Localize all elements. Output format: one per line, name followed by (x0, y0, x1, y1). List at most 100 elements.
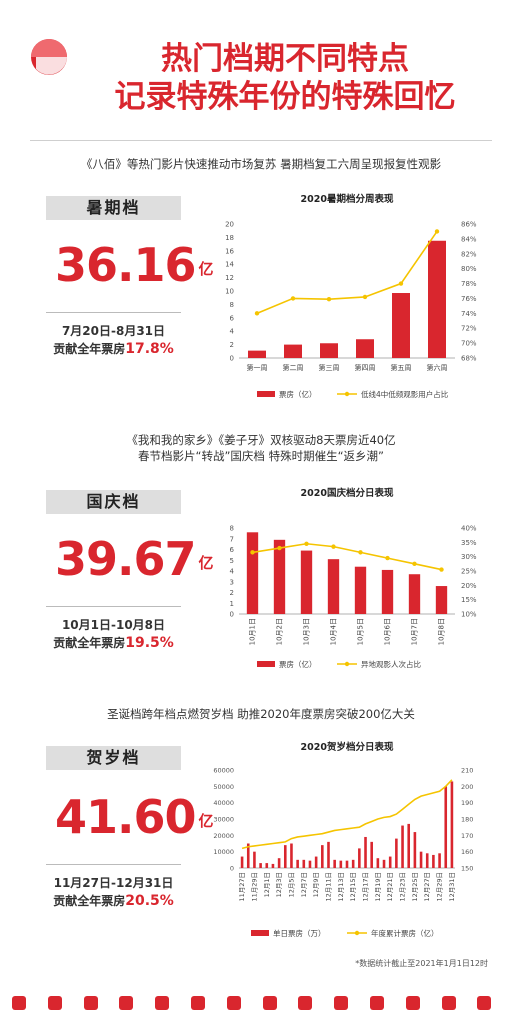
bar (273, 539, 286, 614)
y-left-tick-label: 20000 (213, 832, 234, 840)
line-point (362, 294, 368, 300)
series-line (252, 542, 442, 571)
y-left-tick-label: 10000 (213, 848, 234, 856)
decorative-dot (83, 996, 98, 1010)
bar (356, 339, 374, 358)
chart-title: 2020贺岁档分日表现 (301, 741, 394, 753)
bar (450, 781, 454, 868)
line-point (277, 545, 282, 551)
decorative-dot (226, 996, 241, 1010)
x-tick-label: 10月8日 (438, 618, 446, 645)
bar (253, 851, 256, 868)
series-line (256, 230, 438, 315)
bar (444, 786, 448, 868)
section-national-separator (46, 606, 181, 607)
y-left-tick-label: 2 (230, 341, 234, 349)
x-tick-label: 12月3日 (275, 872, 283, 897)
y-left-tick-label: 50000 (213, 783, 234, 791)
x-tick-label: 第四周 (355, 363, 376, 372)
section-newyear-contribution: 贡献全年票房20.5% (53, 893, 174, 909)
bar (327, 841, 330, 868)
legend-bar-swatch (257, 391, 275, 397)
section-newyear-subtitle: 圣诞档跨年档点燃贺岁档 助推2020年度票房突破200亿大关 (107, 707, 415, 721)
y-right-tick-label: 70% (461, 340, 477, 348)
x-tick-label: 12月1日 (263, 872, 271, 897)
y-left-tick-label: 12 (225, 274, 234, 282)
y-right-tick-label: 15% (461, 596, 477, 604)
x-tick-label: 12月5日 (287, 872, 295, 897)
legend-line-label: 异地观影人次占比 (361, 659, 421, 669)
y-right-tick-label: 170 (461, 832, 473, 840)
x-tick-label: 12月15日 (349, 872, 357, 902)
line-point (412, 561, 417, 567)
y-left-tick-label: 18 (225, 234, 234, 242)
bar (283, 845, 287, 868)
bar (395, 838, 398, 868)
bar (376, 858, 380, 868)
y-right-tick-label: 10% (461, 611, 477, 619)
bar (333, 859, 336, 868)
decorative-dot (405, 996, 420, 1010)
x-tick-label: 第二周 (283, 363, 304, 372)
section-national-contribution: 贡献全年票房19.5% (53, 635, 174, 651)
bar (401, 825, 404, 868)
line-point (358, 550, 363, 555)
bar (370, 841, 373, 868)
section-national-badge: 国庆档 (46, 490, 181, 514)
y-right-tick-label: 82% (461, 250, 477, 258)
bar (314, 856, 318, 868)
chart-newyear: 2020贺岁档分日表现 0 10000 20000 30000 40000 50000 600… (213, 741, 473, 938)
y-right-tick-label: 80% (461, 265, 477, 273)
y-right-tick-label: 180 (461, 816, 473, 824)
y-left-tick-label: 20 (225, 221, 234, 229)
x-tick-label: 10月4日 (330, 618, 338, 645)
x-tick-label: 11月29日 (250, 872, 258, 902)
y-left-tick-label: 8 (230, 525, 234, 533)
y-left-tick-label: 4 (230, 568, 235, 576)
section-summer-contribution: 贡献全年票房17.8% (53, 341, 174, 357)
brand-logo-icon (31, 39, 67, 75)
y-left-tick-label: 8 (230, 301, 234, 309)
bar (296, 859, 299, 868)
y-right-tick-label: 20% (461, 582, 477, 590)
bar (345, 860, 349, 868)
bar (300, 550, 313, 614)
legend-bar-label: 票房（亿） (279, 389, 317, 399)
bar (382, 859, 386, 868)
page-title-line2: 记录特殊年份的特殊回忆 (114, 79, 456, 115)
legend-line-marker (344, 661, 350, 667)
section-summer-total: 36.16 亿 (55, 238, 214, 292)
x-tick-label: 12月25日 (411, 872, 419, 902)
bar (284, 344, 302, 358)
section-national-subtitle-line2: 春节档影片“转战”国庆档 特殊时期催生“返乡潮” (138, 449, 384, 463)
x-tick-label: 10月3日 (303, 618, 311, 645)
bar (432, 854, 435, 868)
bar (408, 574, 421, 614)
section-national-total: 39.67 亿 (55, 532, 214, 586)
bar (265, 863, 269, 868)
decorative-dot (370, 996, 384, 1010)
x-tick-label: 10月1日 (249, 618, 257, 645)
bar (240, 856, 244, 868)
bar (302, 859, 306, 868)
line-point (385, 555, 390, 561)
x-tick-label: 第三周 (319, 363, 340, 372)
x-tick-label: 12月27日 (423, 872, 431, 902)
bar (358, 848, 361, 868)
section-national-subtitle-line1: 《我和我的家乡》《姜子牙》双核驱动8天票房近40亿 (126, 433, 396, 447)
bar (246, 532, 259, 614)
y-left-tick-label: 6 (230, 314, 235, 322)
section-summer-badge: 暑期档 (46, 196, 181, 220)
line-point (290, 296, 296, 301)
y-left-tick-label: 4 (230, 328, 235, 336)
bar (248, 350, 266, 358)
y-right-tick-label: 40% (461, 525, 477, 533)
bar (339, 860, 343, 868)
decorative-dot (441, 996, 456, 1010)
y-left-tick-label: 30000 (213, 816, 234, 824)
x-tick-label: 12月21日 (386, 872, 394, 902)
y-right-tick-label: 160 (461, 848, 473, 856)
section-newyear-total: 41.60 亿 (55, 790, 214, 844)
bar (277, 858, 281, 868)
y-right-tick-label: 35% (461, 539, 477, 547)
